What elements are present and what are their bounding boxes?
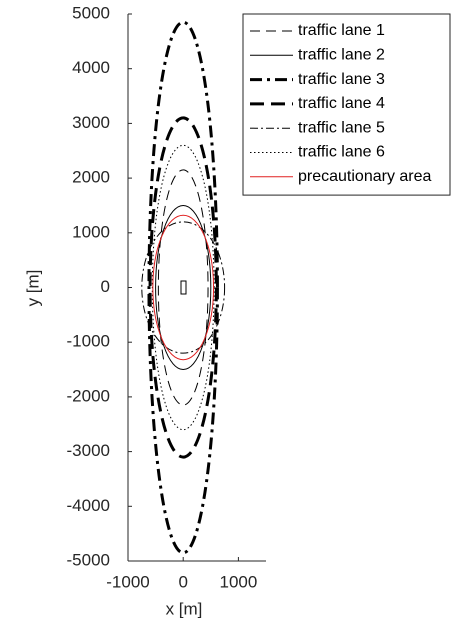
ellipse-line <box>148 116 218 459</box>
y-tick-label: -1000 <box>67 332 110 351</box>
ellipse-line <box>152 214 215 361</box>
ellipse-line <box>147 20 219 555</box>
legend-label: traffic lane 3 <box>298 71 385 88</box>
y-tick-label: 0 <box>101 277 110 296</box>
legend-label: precautionary area <box>298 168 432 185</box>
x-tick-label: 1000 <box>219 572 257 591</box>
legend-label: traffic lane 1 <box>298 22 385 39</box>
y-tick-label: 5000 <box>72 3 110 22</box>
x-tick-label: -1000 <box>106 572 149 591</box>
y-tick-label: -5000 <box>67 550 110 569</box>
legend-label: traffic lane 5 <box>298 119 385 136</box>
y-tick-label: 3000 <box>72 113 110 132</box>
legend: traffic lane 1 traffic lane 2 traffic lane… <box>242 13 451 196</box>
legend-label: traffic lane 4 <box>298 95 385 112</box>
legend-label: traffic lane 6 <box>298 144 385 161</box>
ellipse-line <box>157 169 209 406</box>
center-structure <box>180 280 187 295</box>
y-tick-label: -4000 <box>67 496 110 515</box>
x-tick-label: 0 <box>178 572 187 591</box>
y-tick-label: -3000 <box>67 441 110 460</box>
ellipse-line <box>141 221 226 354</box>
y-tick-label: 2000 <box>72 168 110 187</box>
ellipse-line <box>155 204 212 371</box>
x-axis-label: x [m] <box>166 599 203 618</box>
y-tick-label: 4000 <box>72 58 110 77</box>
y-tick-label: -2000 <box>67 386 110 405</box>
y-axis-label: y [m] <box>23 270 42 307</box>
legend-label: traffic lane 2 <box>298 47 385 64</box>
ellipse-line <box>151 144 215 431</box>
y-tick-label: 1000 <box>72 222 110 241</box>
